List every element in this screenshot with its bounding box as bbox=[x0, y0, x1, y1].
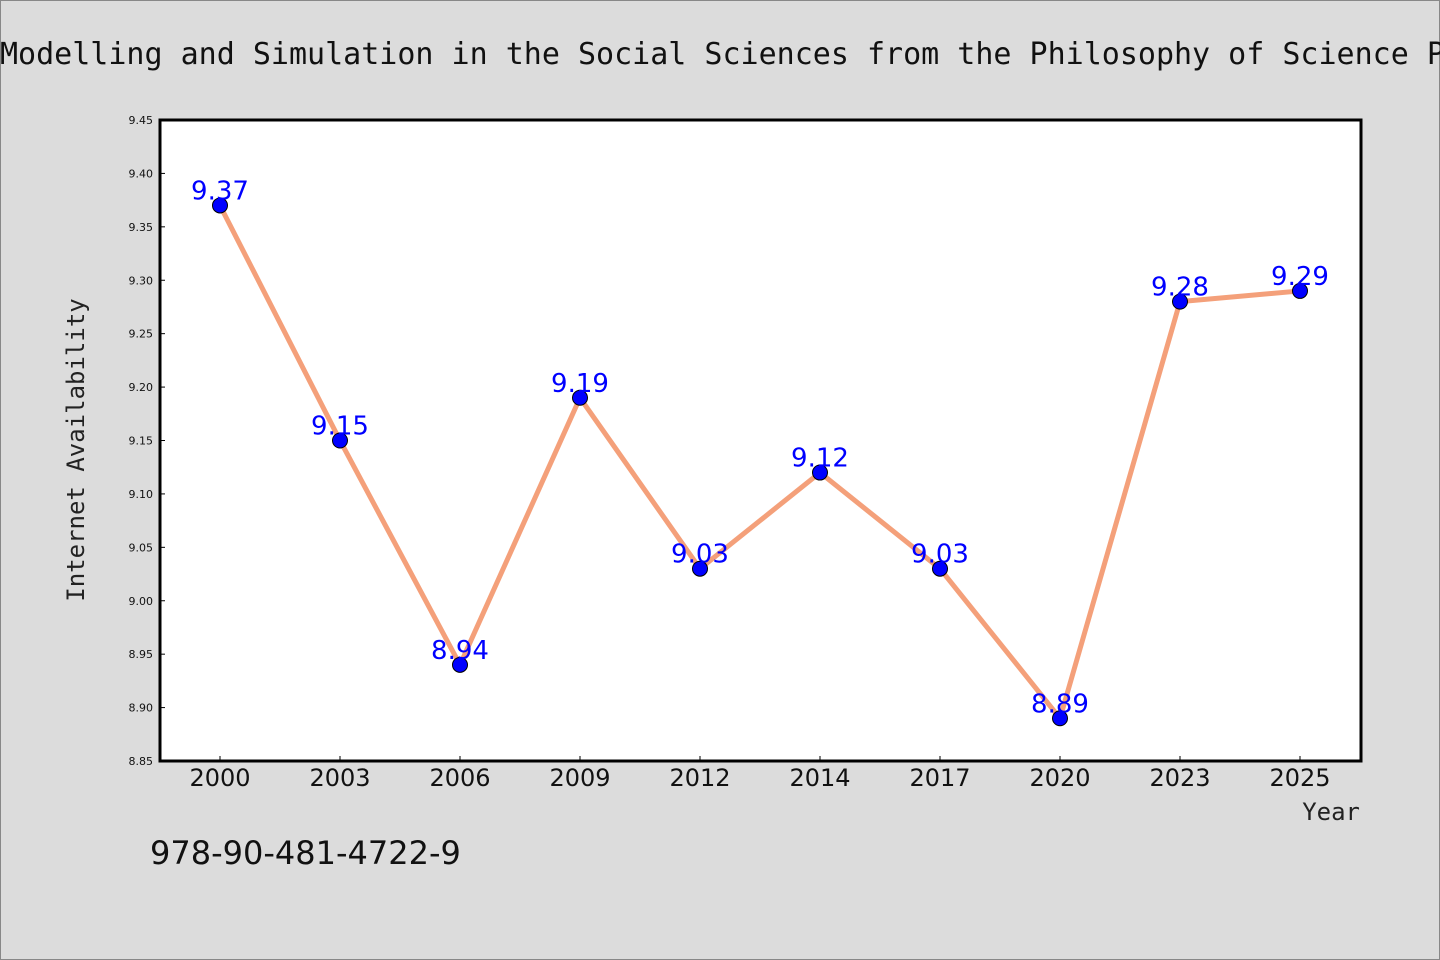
data-point-label: 8.94 bbox=[431, 636, 489, 666]
x-tick-label: 2023 bbox=[1149, 764, 1210, 792]
y-axis-ticks: 8.85 8.90 8.95 9.00 9.05 9.10 9.15 9.20 9.25 9.30… bbox=[129, 114, 165, 768]
y-tick-label: 9.35 bbox=[129, 221, 154, 234]
y-tick-label: 8.85 bbox=[129, 755, 154, 768]
x-tick-label: 2020 bbox=[1029, 764, 1090, 792]
data-point-label: 9.28 bbox=[1151, 273, 1209, 303]
data-point-label: 9.37 bbox=[191, 176, 249, 206]
y-tick-label: 9.40 bbox=[129, 167, 154, 180]
x-tick-label: 2006 bbox=[429, 764, 490, 792]
y-tick-label: 9.45 bbox=[129, 114, 154, 127]
x-tick-label: 2014 bbox=[789, 764, 850, 792]
data-point-marker bbox=[1292, 282, 1308, 299]
y-tick-label: 9.25 bbox=[129, 328, 154, 341]
x-tick-label: 2017 bbox=[909, 764, 970, 792]
data-point-label: 9.12 bbox=[791, 444, 849, 474]
data-point-label: 9.15 bbox=[311, 412, 369, 442]
data-point-marker bbox=[332, 432, 348, 449]
data-point-label: 9.19 bbox=[551, 369, 609, 399]
y-tick-label: 8.90 bbox=[129, 702, 154, 715]
data-point-label: 9.03 bbox=[911, 540, 969, 570]
y-tick-label: 9.20 bbox=[129, 381, 154, 394]
x-tick-label: 2009 bbox=[549, 764, 610, 792]
data-point-marker bbox=[452, 656, 468, 673]
data-labels-layer: 9.37 9.15 8.94 9.19 9.03 9.12 9.03 8.89 9.28 9.29 bbox=[191, 176, 1329, 719]
y-tick-label: 9.15 bbox=[129, 435, 154, 448]
data-point-marker bbox=[692, 560, 708, 577]
y-tick-label: 9.10 bbox=[129, 488, 154, 501]
data-point-marker bbox=[932, 560, 948, 577]
x-axis-label: Year bbox=[1302, 798, 1360, 826]
y-axis-label: Internet Availability bbox=[62, 298, 90, 601]
series-layer bbox=[212, 197, 1308, 727]
data-point-label: 9.29 bbox=[1271, 262, 1329, 292]
x-axis-ticks: 2000 2003 2006 2009 2012 2014 2017 2020 2023 2025 bbox=[189, 756, 1331, 792]
y-tick-label: 9.05 bbox=[129, 541, 154, 554]
data-point-label: 9.03 bbox=[671, 540, 729, 570]
data-point-marker bbox=[1052, 710, 1068, 727]
data-point-label: 8.89 bbox=[1031, 689, 1089, 719]
y-tick-label: 9.30 bbox=[129, 274, 154, 287]
y-tick-label: 9.00 bbox=[129, 595, 154, 608]
plot-area bbox=[158, 118, 1363, 763]
chart-title: Modelling and Simulation in the Social S… bbox=[0, 37, 1440, 72]
series-line bbox=[217, 202, 1303, 721]
data-point-marker bbox=[1172, 293, 1188, 310]
x-tick-label: 2003 bbox=[309, 764, 370, 792]
x-tick-label: 2012 bbox=[669, 764, 730, 792]
y-tick-label: 8.95 bbox=[129, 648, 154, 661]
x-tick-label: 2000 bbox=[189, 764, 250, 792]
x-tick-label: 2025 bbox=[1269, 764, 1330, 792]
data-point-marker bbox=[812, 464, 828, 481]
data-point-marker bbox=[212, 197, 228, 214]
data-point-marker bbox=[572, 389, 588, 406]
isbn-footnote: 978-90-481-4722-9 bbox=[150, 834, 461, 872]
